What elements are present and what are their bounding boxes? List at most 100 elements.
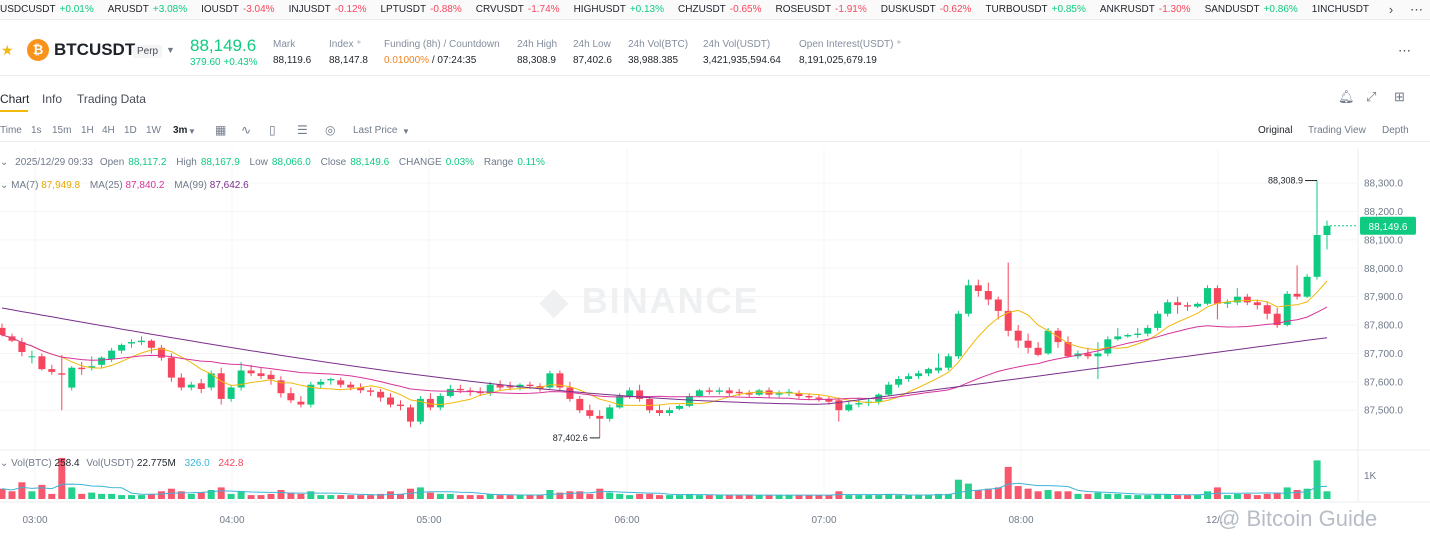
interval-15m[interactable]: 15m [52,125,72,136]
ticker-change: -0.88% [430,4,462,15]
chevron-down-icon[interactable]: ▼ [188,127,196,136]
collapse-chevron-icon[interactable]: ⌄ [0,458,9,469]
volume-bar [566,491,574,499]
favorite-star-icon[interactable]: ★ [1,42,14,58]
candle-body [327,379,335,381]
tab-info[interactable]: Info [42,92,63,106]
interval-1h[interactable]: 1H [81,125,94,136]
volume-bar [944,493,952,499]
tab-trading-data[interactable]: Trading Data [77,92,146,106]
ticker-item[interactable]: ARUSDT +3.08% [108,4,187,15]
bell-icon[interactable]: 🔔︎ [1338,89,1355,104]
layout-grid-icon[interactable]: ⊞ [1394,89,1405,104]
screenshot-icon[interactable]: ◎ [325,123,336,137]
stat-label[interactable]: Open Interest(USDT) ⁺ [799,39,902,50]
source-watermark: @ Bitcoin Guide [1218,506,1378,531]
candle-body [217,373,225,399]
ticker-item[interactable]: DUSKUSDT -0.62% [881,4,972,15]
candle-type-icon[interactable]: ▯ [269,123,276,137]
view-depth[interactable]: Depth [1382,125,1409,136]
volume-bar [1194,495,1201,499]
ticker-item[interactable]: ANKRUSDT -1.30% [1100,4,1191,15]
current-price-tag [1360,216,1416,235]
ticker-item[interactable]: TURBOUSDT +0.85% [985,4,1085,15]
candle-body [0,327,6,335]
indicator-icon[interactable]: ∿ [241,123,252,137]
volume-bar [1273,492,1281,499]
volume-bar [476,495,484,499]
collapse-chevron-icon[interactable]: ⌄ [0,157,9,168]
volume-bar [1124,495,1132,499]
volume-bar [466,495,474,499]
price-type-select[interactable]: Last Price [353,125,398,136]
ticker-change: -1.74% [527,4,560,15]
stat-mark: Mark 88,119.6 [273,39,311,66]
ticker-item[interactable]: SANDUSDT +0.86% [1205,4,1298,15]
ohlc-legend: ⌄ 2025/12/29 09:33 Open 88,117.2 High 88,1… [0,157,552,168]
ma25-label: MA(25) [89,180,123,191]
interval-4h[interactable]: 4H [102,125,115,136]
ticker-item[interactable]: LPTUSDT -0.88% [380,4,461,15]
candlestick-chart[interactable]: 87,500.0 87,600.0 87,700.0 87,800.0 87,900.0… [0,149,1430,543]
candle-body [8,336,16,341]
interval-1w[interactable]: 1W [146,125,161,136]
calendar-icon[interactable]: ▦ [215,123,227,137]
ticker-item[interactable]: USDCUSDT +0.01% [0,4,94,15]
ticker-more-icon[interactable]: ⋯ [1410,1,1424,17]
ticker-item[interactable]: ROSEUSDT -1.91% [775,4,866,15]
interval-active[interactable]: 3m [173,125,188,136]
candle-body [656,410,663,413]
settings-icon[interactable]: ☰ [297,123,308,137]
volume-bar [616,493,624,499]
ticker-list: USDCUSDT +0.01% ARUSDT +3.08% IOUSDT -3.04% IN… [0,0,1378,20]
candle-body [347,384,355,388]
candle-body [267,374,275,380]
view-trading-view[interactable]: Trading View [1308,125,1366,136]
volume-bar [606,492,614,499]
candle-body [207,373,215,388]
x-tick-label: 08:00 [1008,515,1033,526]
candle-body [1223,302,1231,304]
expand-icon[interactable]: ⤢ [1366,89,1377,104]
chevron-down-icon[interactable]: ▼ [402,127,410,136]
x-tick-label: 03:00 [22,515,47,526]
chevron-down-icon[interactable]: ▼ [166,45,175,55]
candle-body [1014,330,1022,341]
candle-body [337,380,345,385]
interval-time[interactable]: Time [0,125,22,136]
candle-body [237,370,245,388]
candle-body [436,396,444,408]
candle-body [616,396,624,408]
ticker-item[interactable]: HIGHUSDT +0.13% [574,4,664,15]
tab-chart[interactable]: Chart [0,92,30,106]
interval-1s[interactable]: 1s [31,125,42,136]
ticker-item[interactable]: CRVUSDT -1.74% [476,4,560,15]
ticker-item[interactable]: INJUSDT -0.12% [289,4,367,15]
symbol-title[interactable]: BTCUSDT [54,40,136,59]
candle-body [38,356,46,370]
volume-bar [1303,488,1311,499]
candle-body [745,393,753,395]
interval-1d[interactable]: 1D [124,125,137,136]
candle-body [1154,313,1162,328]
candle-body [1273,313,1281,326]
collapse-chevron-icon[interactable]: ⌄ [0,180,9,191]
candle-body [825,398,833,402]
stat-label[interactable]: Index ⁺ [329,39,362,50]
candle-body [167,357,175,378]
volume-bar [197,492,205,499]
ticker-item[interactable]: CHZUSDT -0.65% [678,4,761,15]
view-original[interactable]: Original [1258,125,1293,136]
candle-body [1233,296,1241,303]
ticker-item[interactable]: 1INCHUSDT [1312,4,1373,15]
panel-tabs: Chart Info Trading Data 🔔︎ ⤢ ⊞ [0,86,1430,112]
stat-label: 24h Vol(USDT) [703,39,771,50]
y-tick-label: 87,600.0 [1364,377,1403,388]
candle-body [1024,340,1032,348]
ticker-next-icon[interactable]: › [1388,2,1394,17]
volume-bar [98,493,106,499]
candle-body [307,384,315,405]
ticker-item[interactable]: IOUSDT -3.04% [201,4,274,15]
more-icon[interactable]: ⋯ [1398,43,1412,58]
volume-ma-line [1,482,1328,496]
